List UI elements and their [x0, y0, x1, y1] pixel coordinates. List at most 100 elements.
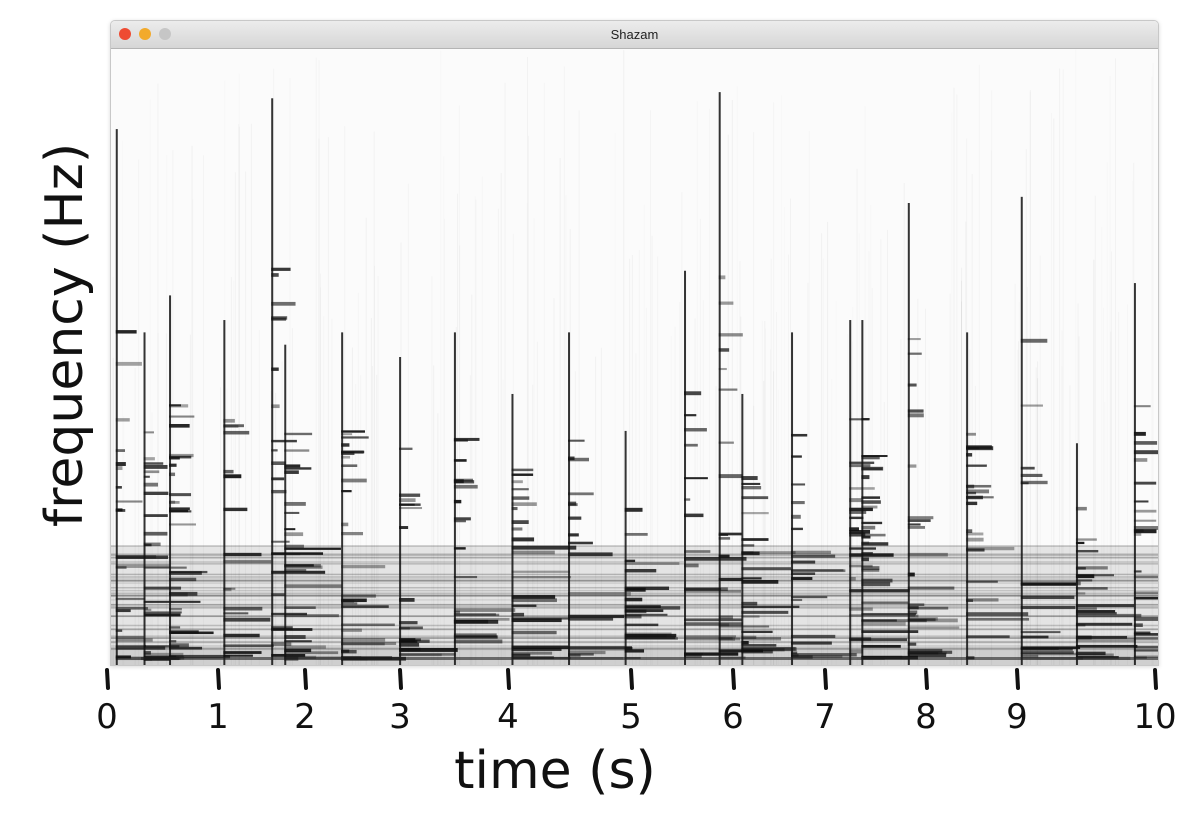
harmonic-band — [111, 582, 1158, 584]
harmonic-dash — [169, 626, 181, 629]
harmonic-dash — [741, 610, 789, 614]
harmonic-dash — [849, 614, 916, 617]
harmonic-band — [111, 594, 1158, 597]
noise-streak — [1127, 305, 1128, 665]
harmonic-dash — [271, 477, 285, 481]
harmonic-band — [111, 579, 1158, 582]
zoom-button[interactable] — [159, 28, 171, 40]
harmonic-dash — [453, 459, 467, 462]
harmonic-dash — [1020, 473, 1043, 478]
harmonic-dash — [284, 532, 304, 537]
noise-streak — [975, 386, 976, 665]
harmonic-dash — [861, 533, 886, 537]
minimize-button[interactable] — [139, 28, 151, 40]
harmonic-dash — [1133, 481, 1157, 485]
noise-streak — [731, 99, 733, 665]
harmonic-dash — [791, 653, 857, 657]
harmonic-dash — [341, 478, 367, 483]
noise-streak — [273, 69, 274, 665]
harmonic-band — [111, 628, 1158, 631]
harmonic-dash — [511, 488, 529, 491]
harmonic-dash — [861, 582, 891, 587]
harmonic-dash — [907, 586, 955, 590]
x-tick — [1153, 668, 1158, 690]
harmonic-dash — [1020, 480, 1048, 485]
x-tick-label: 2 — [294, 697, 316, 737]
harmonic-dash — [684, 556, 747, 561]
harmonic-dash — [1133, 591, 1158, 595]
harmonic-dash — [861, 496, 881, 499]
noise-streak — [1017, 350, 1018, 665]
harmonic-band — [111, 563, 1158, 565]
noise-streak — [715, 386, 717, 665]
noise-streak — [331, 319, 332, 665]
harmonic-dash — [1020, 651, 1074, 655]
harmonic-dash — [1075, 538, 1097, 541]
onset-line — [271, 98, 274, 665]
noise-streak — [675, 327, 676, 665]
harmonic-dash — [1020, 595, 1075, 599]
harmonic-dash — [568, 439, 585, 442]
harmonic-dash — [341, 522, 349, 527]
harmonic-dash — [966, 484, 975, 489]
harmonic-dash — [1075, 651, 1106, 656]
harmonic-dash — [718, 367, 727, 371]
noise-streak — [1132, 181, 1133, 665]
harmonic-dash — [568, 650, 606, 655]
harmonic-dash — [453, 478, 473, 482]
noise-streak — [950, 294, 951, 665]
harmonic-dash — [284, 614, 339, 618]
harmonic-dash — [223, 552, 262, 557]
harmonic-dash — [849, 530, 871, 534]
harmonic-dash — [966, 580, 998, 583]
harmonic-dash — [399, 621, 418, 625]
onset-line — [341, 332, 344, 665]
harmonic-dash — [271, 439, 297, 443]
harmonic-dash — [271, 642, 292, 646]
harmonic-dash — [1133, 441, 1158, 445]
harmonic-dash — [861, 552, 873, 555]
harmonic-dash — [684, 414, 697, 417]
harmonic-dash — [169, 577, 197, 582]
noise-streak — [623, 50, 625, 665]
harmonic-dash — [907, 618, 958, 623]
harmonic-dash — [624, 606, 681, 610]
harmonic-dash — [1133, 450, 1158, 455]
noise-streak — [880, 239, 881, 665]
harmonic-dash — [169, 415, 195, 418]
noise-streak — [1037, 378, 1039, 665]
harmonic-dash — [718, 637, 733, 640]
harmonic-dash — [169, 571, 202, 575]
harmonic-dash — [143, 482, 159, 487]
harmonic-dash — [143, 462, 164, 465]
harmonic-dash — [271, 367, 279, 371]
harmonic-dash — [223, 474, 242, 479]
harmonic-band — [111, 647, 1158, 650]
harmonic-dash — [271, 570, 326, 574]
title-bar[interactable]: Shazam — [111, 21, 1158, 49]
harmonic-dash — [284, 467, 312, 470]
harmonic-dash — [966, 453, 973, 457]
noise-streak — [856, 168, 858, 665]
harmonic-dash — [223, 617, 271, 622]
noise-streak — [259, 330, 260, 665]
harmonic-dash — [453, 517, 471, 521]
harmonic-dash — [284, 544, 304, 548]
harmonic-dash — [223, 606, 263, 611]
harmonic-dash — [684, 589, 742, 593]
spectrogram-area — [111, 49, 1158, 665]
harmonic-dash — [1133, 500, 1149, 503]
harmonic-dash — [511, 598, 557, 603]
harmonic-band — [111, 641, 1158, 644]
harmonic-dash — [223, 654, 253, 657]
harmonic-dash — [223, 424, 244, 428]
harmonic-dash — [453, 633, 497, 638]
harmonic-dash — [1020, 338, 1048, 343]
harmonic-dash — [1075, 574, 1115, 577]
harmonic-dash — [624, 647, 633, 650]
close-button[interactable] — [119, 28, 131, 40]
harmonic-dash — [907, 642, 917, 646]
bass-band — [141, 657, 1158, 660]
harmonic-dash — [741, 644, 777, 647]
harmonic-dash — [1133, 509, 1157, 513]
